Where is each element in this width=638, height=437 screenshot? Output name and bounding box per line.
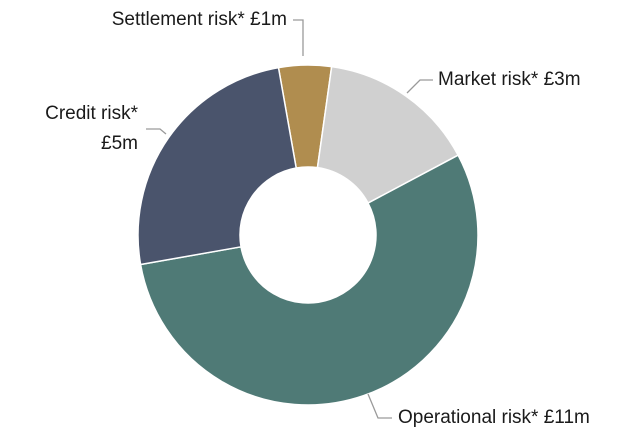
donut-slice (139, 154, 479, 406)
leader-line (293, 19, 304, 56)
category-label: Operational risk* (398, 407, 539, 428)
slice-label: Operational risk* £11m (398, 407, 590, 428)
leader-lines (146, 19, 433, 419)
category-label: Credit risk* (45, 103, 139, 124)
category-label: Settlement risk* (112, 9, 246, 30)
value-label: £5m (101, 133, 138, 154)
donut-slice (137, 66, 298, 266)
value-label: £3m (544, 69, 581, 90)
leader-line (146, 128, 167, 135)
category-label: Market risk* (438, 69, 539, 90)
value-label: £1m (250, 9, 287, 30)
leader-line (406, 79, 433, 94)
donut-slice (316, 65, 460, 205)
slice-label: Market risk* £3m (438, 69, 581, 90)
leader-line (367, 393, 392, 419)
slice-label: Settlement risk* £1m (112, 9, 287, 30)
value-label: £11m (544, 407, 590, 428)
slice-label: Credit risk* £5m (45, 103, 139, 154)
donut (137, 64, 479, 406)
